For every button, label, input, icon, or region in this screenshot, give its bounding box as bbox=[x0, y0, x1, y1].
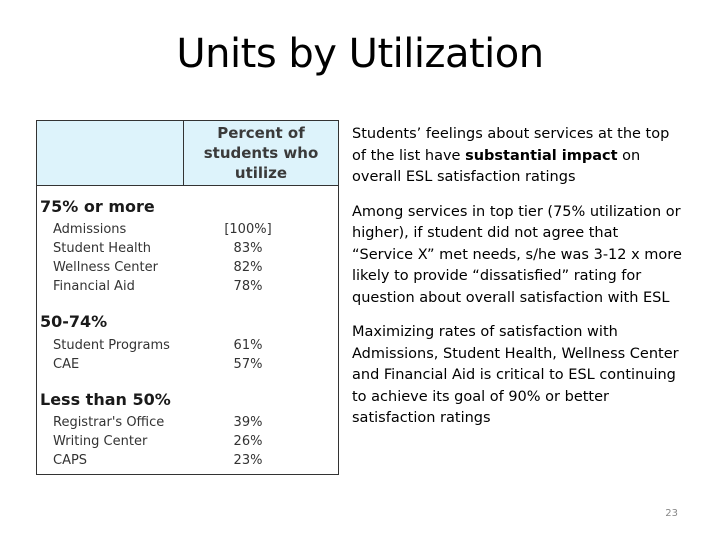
finding-1: Students’ feelings about services at the… bbox=[352, 124, 682, 189]
finding-2: Among services in top tier (75% utilizat… bbox=[352, 203, 682, 306]
row-label: Admissions bbox=[53, 222, 127, 237]
utilization-table: Percent of students who utilize 75% or m… bbox=[36, 120, 339, 475]
row-label: Student Health bbox=[53, 241, 151, 256]
group-title-less-than-50: Less than 50% bbox=[40, 390, 171, 409]
row-value: 57% bbox=[233, 357, 263, 372]
row-value: 26% bbox=[233, 434, 263, 449]
finding-1-text-end: on overall ESL satisfaction ratings bbox=[352, 147, 641, 186]
row-value: 23% bbox=[233, 453, 263, 468]
finding-1-emphasis: substantial impact bbox=[465, 147, 618, 164]
row-label: Wellness Center bbox=[53, 260, 158, 275]
row-value: [100%] bbox=[224, 222, 272, 237]
row-value: 39% bbox=[233, 415, 263, 430]
row-value: 83% bbox=[233, 241, 263, 256]
header-column-divider bbox=[183, 121, 184, 185]
finding-1-text: Students’ feelings about services at the… bbox=[352, 126, 670, 164]
row-label: CAE bbox=[53, 357, 80, 372]
row-value: 78% bbox=[233, 279, 263, 294]
row-label: Financial Aid bbox=[53, 279, 135, 294]
header-percent-label: Percent of students who utilize bbox=[203, 124, 319, 182]
finding-3: Maximizing rates of satisfaction with Ad… bbox=[352, 324, 679, 426]
table-header: Percent of students who utilize bbox=[37, 121, 338, 186]
row-label: Student Programs bbox=[53, 338, 170, 353]
slide-title: Units by Utilization bbox=[176, 31, 544, 77]
group-title-75-or-more: 75% or more bbox=[40, 197, 155, 216]
page-number: 23 bbox=[665, 508, 678, 519]
row-label: CAPS bbox=[53, 453, 88, 468]
row-value: 61% bbox=[233, 338, 263, 353]
group-title-50-74: 50-74% bbox=[40, 312, 108, 331]
row-label: Registrar's Office bbox=[53, 415, 165, 430]
row-label: Writing Center bbox=[53, 434, 148, 449]
findings-text: Students’ feelings about services at the… bbox=[352, 124, 682, 443]
row-value: 82% bbox=[233, 260, 263, 275]
